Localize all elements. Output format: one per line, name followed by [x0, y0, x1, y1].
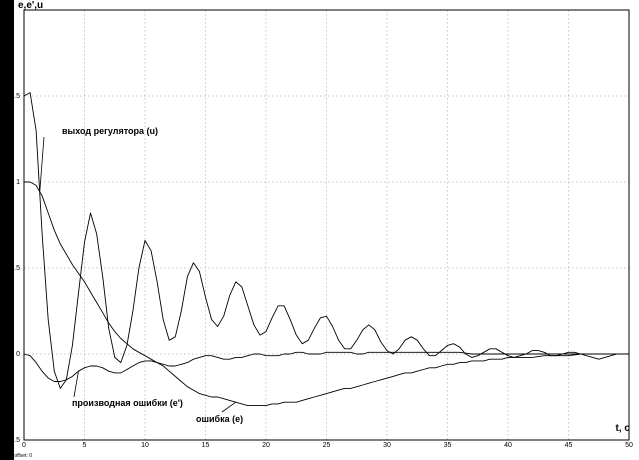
annotation-label: производная ошибки (e') — [72, 398, 183, 408]
x-tick-label: 30 — [383, 442, 391, 449]
x-tick-label: 20 — [262, 442, 270, 449]
x-tick-label: 10 — [141, 442, 149, 449]
x-tick-label: 45 — [565, 442, 573, 449]
tick-layer: 0 5 10 15 20 25 30 35 40 45 50-0.500.511.5 — [8, 93, 633, 449]
y-tick-label: 0.5 — [10, 265, 20, 272]
x-tick-label: 35 — [444, 442, 452, 449]
plot-frame — [23, 9, 630, 441]
x-axis-title: t, c — [616, 423, 631, 434]
series-line-2 — [24, 181, 629, 407]
x-tick-label: 0 — [22, 442, 26, 449]
series-line-1 — [23, 92, 629, 389]
annotation-label: ошибка (e) — [196, 414, 243, 424]
x-tick-label: 5 — [83, 442, 87, 449]
y-tick-label: 0 — [16, 351, 20, 358]
annotation-leader — [221, 401, 236, 413]
annotation-leader — [73, 371, 79, 398]
y-axis-title: e,e',u — [18, 0, 43, 11]
window-left-edge — [0, 0, 14, 460]
x-tick-label: 25 — [323, 442, 331, 449]
series-layer — [23, 92, 629, 407]
series-line-3 — [23, 351, 629, 382]
y-tick-label: 1.5 — [10, 93, 20, 100]
time-offset-readout: Time offset: 0 — [2, 453, 32, 459]
y-tick-label: 1 — [16, 179, 20, 186]
annotation-label: выход регулятора (u) — [62, 126, 158, 136]
x-tick-label: 50 — [625, 442, 633, 449]
annotation-leader — [39, 136, 45, 193]
x-tick-label: 40 — [504, 442, 512, 449]
y-tick-label: -0.5 — [8, 437, 20, 444]
x-tick-label: 15 — [202, 442, 210, 449]
grid-layer — [24, 10, 629, 440]
annotation-layer: выход регулятора (u) производная ошибки (… — [39, 126, 243, 424]
